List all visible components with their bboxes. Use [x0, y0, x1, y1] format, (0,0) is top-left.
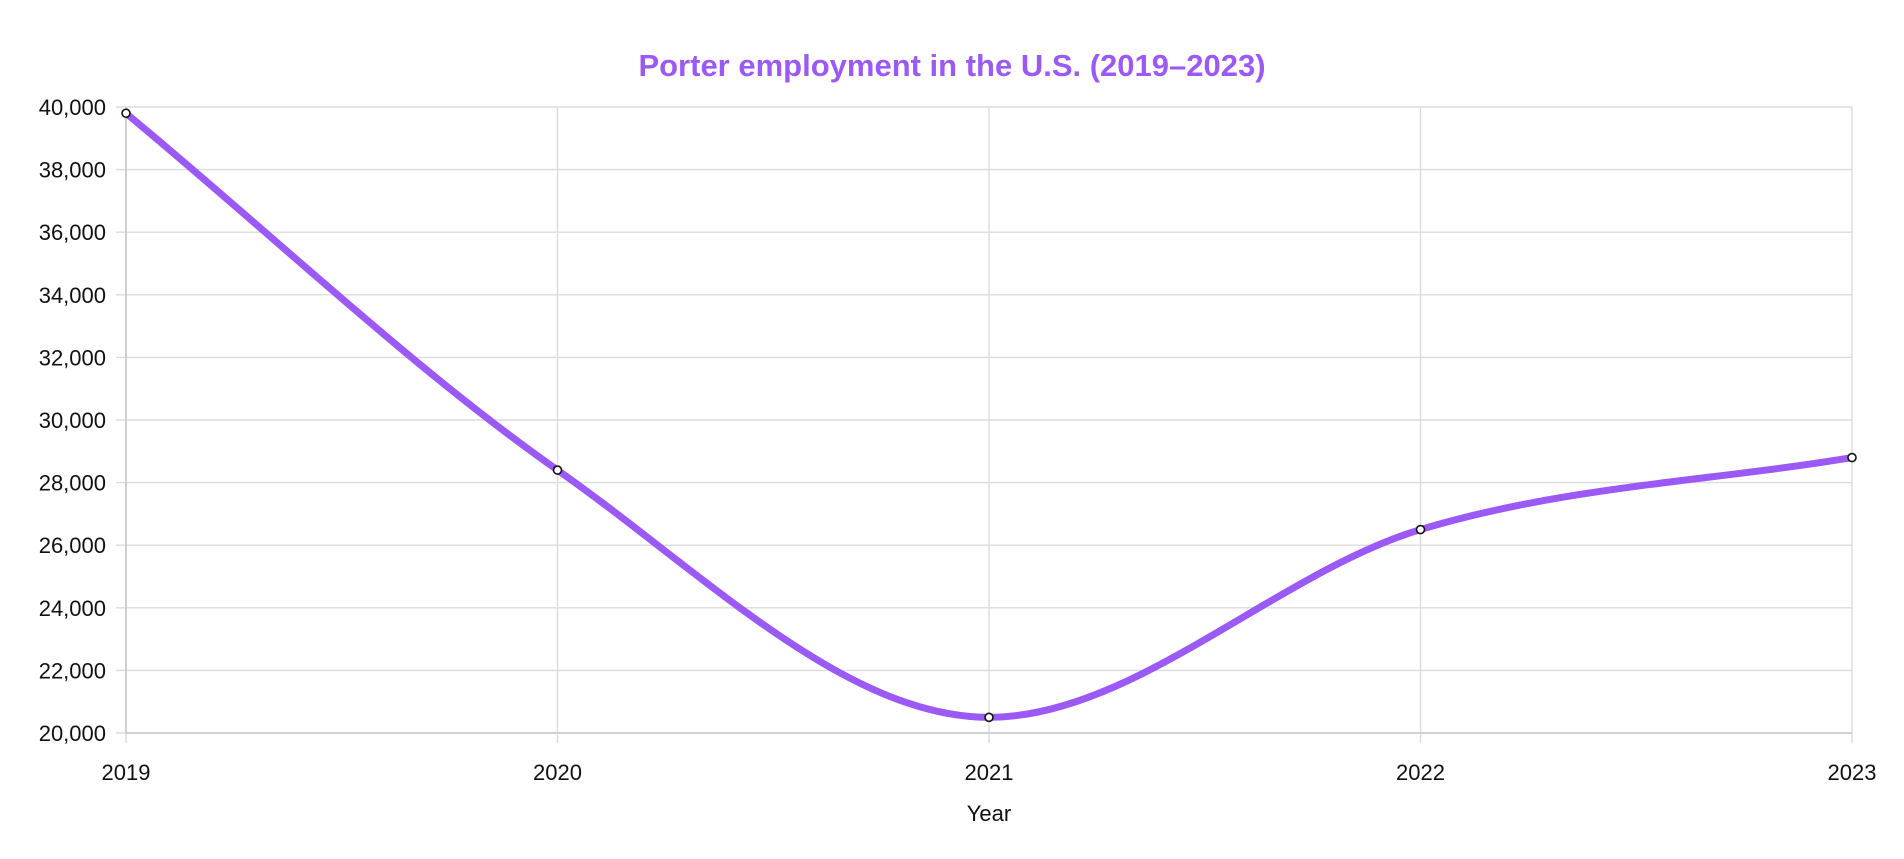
- series-line: [122, 109, 1856, 721]
- data-point[interactable]: [1415, 524, 1426, 535]
- x-tick-label: 2021: [965, 760, 1014, 785]
- chart-title: Porter employment in the U.S. (2019–2023…: [638, 48, 1265, 83]
- y-tick-label: 28,000: [39, 471, 106, 496]
- data-point[interactable]: [1847, 452, 1857, 463]
- x-axis-title: Year: [967, 801, 1011, 826]
- y-tick-label: 30,000: [39, 408, 106, 433]
- axes-layer: 20,000 22,000 24,000 26,000 28,000 30,000 32,0…: [39, 95, 1877, 785]
- y-tick-label: 22,000: [39, 658, 106, 683]
- grid-layer: [116, 106, 1853, 743]
- data-point[interactable]: [984, 712, 994, 723]
- series-layer: [122, 109, 1856, 721]
- y-tick-label: 38,000: [39, 158, 106, 183]
- y-tick-label: 34,000: [39, 283, 106, 308]
- y-tick-label: 40,000: [39, 95, 106, 120]
- y-tick-label: 24,000: [39, 596, 106, 621]
- y-tick-label: 32,000: [39, 345, 106, 370]
- x-tick-label: 2023: [1828, 760, 1877, 785]
- y-tick-label: 36,000: [39, 220, 106, 245]
- markers-layer: [121, 108, 1857, 723]
- y-tick-label: 26,000: [39, 533, 106, 558]
- data-point[interactable]: [121, 108, 131, 119]
- x-tick-label: 2020: [533, 760, 582, 785]
- x-tick-label: 2019: [102, 760, 151, 785]
- y-tick-label: 20,000: [39, 721, 106, 746]
- data-point[interactable]: [552, 465, 563, 475]
- x-tick-label: 2022: [1396, 760, 1445, 785]
